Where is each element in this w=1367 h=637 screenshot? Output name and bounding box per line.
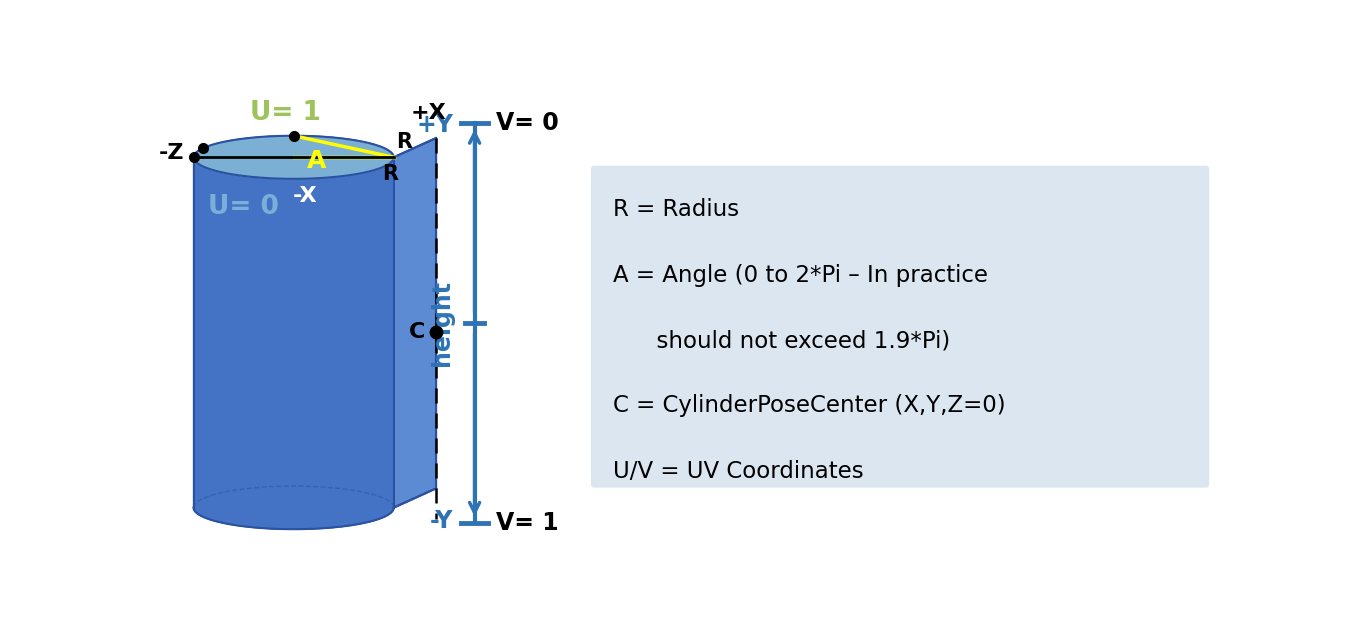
Polygon shape — [194, 136, 394, 529]
Text: C: C — [409, 322, 425, 343]
Text: A = Angle (0 to 2*Pi – In practice: A = Angle (0 to 2*Pi – In practice — [614, 264, 988, 287]
Text: U= 1: U= 1 — [250, 99, 321, 125]
Text: C = CylinderPoseCenter (X,Y,Z=0): C = CylinderPoseCenter (X,Y,Z=0) — [614, 394, 1006, 417]
Text: U/V = UV Coordinates: U/V = UV Coordinates — [614, 460, 864, 483]
Text: A: A — [308, 149, 327, 173]
Text: should not exceed 1.9*Pi): should not exceed 1.9*Pi) — [614, 329, 950, 352]
Polygon shape — [194, 136, 394, 179]
Text: -X: -X — [293, 186, 317, 206]
Text: +Y: +Y — [416, 113, 452, 137]
Text: U= 0: U= 0 — [208, 194, 279, 220]
Polygon shape — [394, 138, 436, 508]
Text: +X: +X — [410, 103, 446, 124]
Text: -Z: -Z — [159, 143, 185, 164]
Text: R: R — [381, 164, 398, 184]
Text: V= 1: V= 1 — [496, 511, 559, 535]
Text: R = Radius: R = Radius — [614, 198, 740, 221]
Text: height: height — [431, 280, 454, 366]
Text: V= 0: V= 0 — [496, 111, 559, 134]
Text: -Y: -Y — [429, 509, 452, 533]
Polygon shape — [194, 486, 394, 529]
FancyBboxPatch shape — [591, 166, 1210, 487]
Text: R: R — [396, 132, 413, 152]
